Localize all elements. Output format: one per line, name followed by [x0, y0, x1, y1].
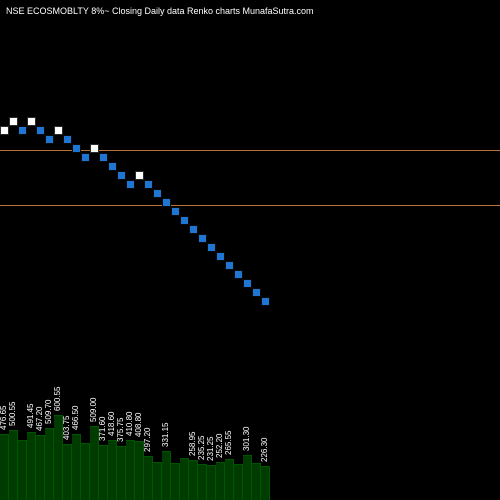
volume-bar	[117, 446, 126, 500]
volume-label: 509.70	[44, 400, 53, 424]
renko-down-brick	[216, 252, 225, 261]
renko-down-brick	[144, 180, 153, 189]
renko-down-brick	[153, 189, 162, 198]
renko-up-brick	[135, 171, 144, 180]
volume-bar	[9, 430, 18, 500]
renko-down-brick	[225, 261, 234, 270]
volume-bars: 476.65500.55 491.45467.20509.70600.55403.…	[0, 350, 500, 500]
volume-bar	[72, 434, 81, 500]
volume-label: 231.25	[206, 437, 215, 461]
renko-down-brick	[45, 135, 54, 144]
volume-label: 371.60	[98, 417, 107, 441]
renko-down-brick	[117, 171, 126, 180]
renko-down-brick	[261, 297, 270, 306]
volume-label: 301.30	[242, 427, 251, 451]
renko-down-brick	[72, 144, 81, 153]
volume-label: 408.80	[134, 413, 143, 437]
renko-down-brick	[63, 135, 72, 144]
volume-label: 500.55	[8, 402, 17, 426]
volume-bar	[63, 444, 72, 500]
volume-bar	[243, 455, 252, 500]
renko-down-brick	[207, 243, 216, 252]
renko-down-brick	[108, 162, 117, 171]
volume-label: 491.45	[26, 404, 35, 428]
volume-bar	[144, 456, 153, 500]
renko-down-brick	[252, 288, 261, 297]
volume-bar	[234, 464, 243, 500]
volume-bar	[99, 445, 108, 500]
renko-up-brick	[54, 126, 63, 135]
volume-bar	[180, 458, 189, 500]
renko-down-brick	[171, 207, 180, 216]
volume-label: 258.95	[188, 432, 197, 456]
volume-bar	[126, 440, 135, 500]
volume-bar	[0, 434, 9, 500]
renko-up-brick	[9, 117, 18, 126]
renko-down-brick	[180, 216, 189, 225]
volume-bar	[81, 443, 90, 500]
volume-label: 410.80	[125, 412, 134, 436]
volume-label: 509.00	[89, 398, 98, 422]
volume-label: 235.25	[197, 436, 206, 460]
volume-bar	[162, 451, 171, 500]
volume-label: 265.55	[224, 431, 233, 455]
volume-label: 418.60	[107, 412, 116, 436]
volume-bar	[225, 459, 234, 500]
renko-up-brick	[90, 144, 99, 153]
volume-bar	[27, 432, 36, 500]
volume-bar	[108, 440, 117, 500]
renko-down-brick	[81, 153, 90, 162]
renko-down-brick	[126, 180, 135, 189]
volume-bar	[36, 435, 45, 500]
volume-label: 297.20	[143, 428, 152, 452]
volume-label: 226.30	[260, 438, 269, 462]
volume-label: 252.20	[215, 434, 224, 458]
volume-bar	[45, 428, 54, 500]
volume-bar	[18, 440, 27, 500]
volume-label: 331.15	[161, 423, 170, 447]
volume-label: 467.20	[35, 407, 44, 431]
renko-up-brick	[0, 126, 9, 135]
volume-bar	[198, 464, 207, 500]
volume-bar	[189, 460, 198, 500]
renko-down-brick	[162, 198, 171, 207]
renko-up-brick	[27, 117, 36, 126]
renko-down-brick	[18, 126, 27, 135]
renko-down-brick	[36, 126, 45, 135]
volume-bar	[153, 462, 162, 500]
renko-down-brick	[234, 270, 243, 279]
volume-bar	[216, 462, 225, 500]
volume-label: 600.55	[53, 387, 62, 411]
volume-bar	[261, 466, 270, 500]
volume-bar	[171, 463, 180, 500]
volume-bar	[252, 463, 261, 500]
renko-down-brick	[243, 279, 252, 288]
renko-down-brick	[99, 153, 108, 162]
renko-down-brick	[198, 234, 207, 243]
volume-label: 476.65	[0, 406, 8, 430]
volume-bar	[207, 465, 216, 500]
support-resistance-line	[0, 205, 500, 206]
volume-label: 403.75	[62, 416, 71, 440]
renko-down-brick	[189, 225, 198, 234]
chart-area: 476.65500.55 491.45467.20509.70600.55403.…	[0, 0, 500, 500]
volume-label: 466.50	[71, 406, 80, 430]
volume-label: 375.75	[116, 418, 125, 442]
